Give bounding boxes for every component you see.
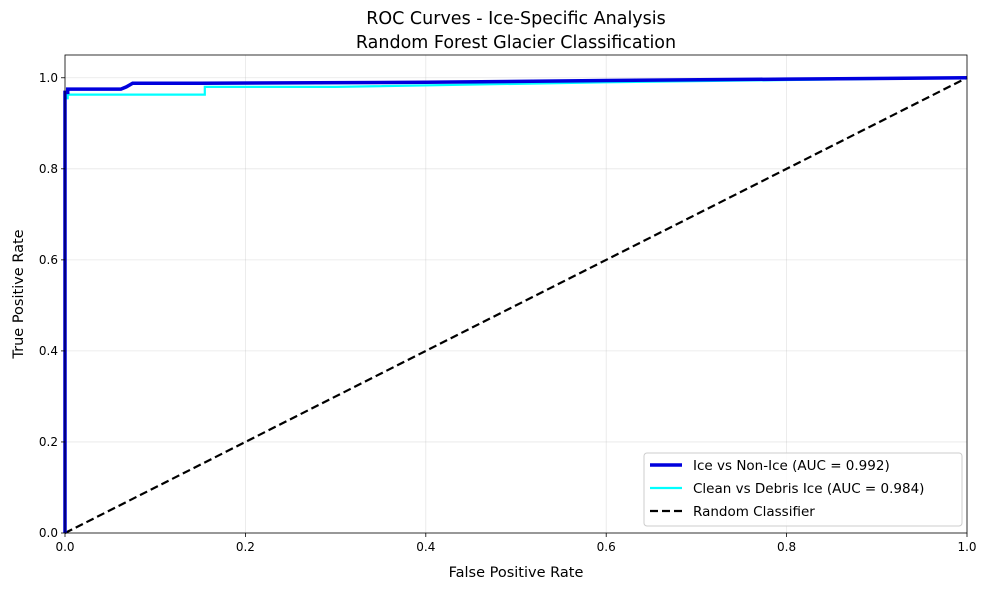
- y-axis-label: True Positive Rate: [11, 229, 27, 359]
- axes-frame: [64, 54, 968, 534]
- y-tick-label: 1.0: [39, 71, 58, 85]
- axis-ticks: 0.0 0.2 0.4 0.6 0.8 1.0 0.0 0.2 0.4 0.6 0.8 1.0: [39, 71, 977, 554]
- x-tick-label: 0.0: [55, 540, 74, 554]
- chart-subtitle: Random Forest Glacier Classification: [356, 33, 676, 53]
- x-tick-label: 0.4: [416, 540, 435, 554]
- x-axis-label: False Positive Rate: [449, 565, 584, 581]
- legend-box: [643, 452, 963, 527]
- plot-area: [63, 76, 968, 534]
- y-tick-label: 0.4: [39, 344, 58, 358]
- legend-label-0: Ice vs Non-Ice (AUC = 0.992): [693, 458, 890, 474]
- series-line-0: [63, 76, 968, 533]
- y-tick-label: 0.6: [39, 253, 58, 267]
- legend-label-2: Random Classifier: [693, 504, 815, 520]
- x-tick-label: 1.0: [957, 540, 976, 554]
- x-tick-label: 0.2: [236, 540, 255, 554]
- series-line-2: [64, 76, 968, 534]
- legend: Ice vs Non-Ice (AUC = 0.992) Clean vs Deb…: [643, 452, 963, 527]
- chart-title: ROC Curves - Ice-Specific Analysis: [366, 9, 666, 29]
- x-tick-label: 0.8: [777, 540, 796, 554]
- x-tick-label: 0.6: [597, 540, 616, 554]
- y-tick-label: 0.8: [39, 162, 58, 176]
- y-tick-label: 0.2: [39, 435, 58, 449]
- legend-label-1: Clean vs Debris Ice (AUC = 0.984): [693, 481, 924, 497]
- y-tick-label: 0.0: [39, 526, 58, 540]
